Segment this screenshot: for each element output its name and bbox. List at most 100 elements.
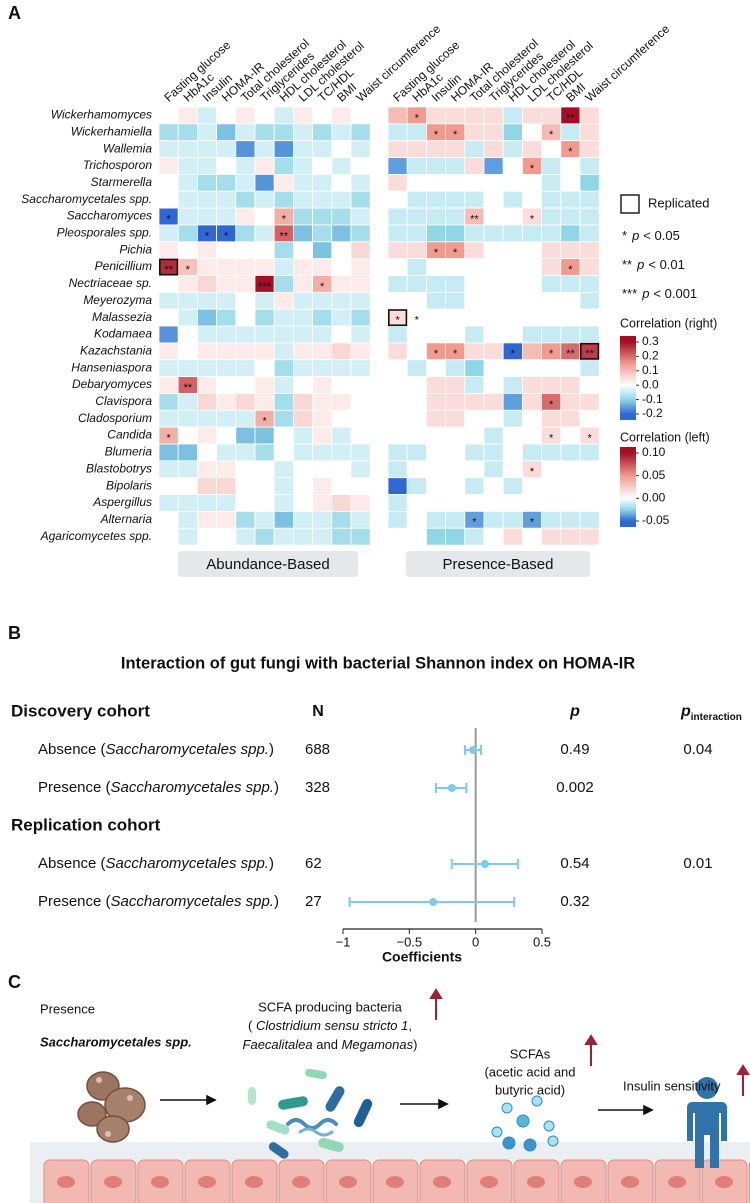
- heatmap-cell: [445, 393, 466, 411]
- heatmap-cell: [579, 275, 600, 293]
- heatmap-cell: [235, 207, 256, 226]
- heatmap-cell: [196, 342, 217, 361]
- x-axis-title: Coefficients: [382, 949, 462, 965]
- heatmap-cell: [254, 224, 275, 243]
- cell-nucleus: [668, 1176, 686, 1188]
- heatmap-cell: [579, 460, 600, 479]
- heatmap-cell: [350, 527, 371, 546]
- heatmap-cell: [177, 443, 198, 462]
- heatmap-cell: [502, 275, 523, 293]
- heatmap-cell: [560, 510, 581, 529]
- heatmap-cell: [387, 426, 408, 445]
- cell-nucleus: [57, 1176, 75, 1188]
- heatmap-cell: [331, 460, 352, 479]
- heatmap-cell: [483, 241, 504, 260]
- colorbar-segment: [620, 517, 636, 520]
- colorbar-segment: [620, 512, 636, 515]
- label-part: ): [413, 1037, 417, 1052]
- diagram-art: [30, 988, 750, 1203]
- heatmap-cell: [406, 376, 427, 394]
- heatmap-cell: [579, 443, 600, 462]
- row-label: Hanseniaspora: [71, 360, 152, 374]
- heatmap-cell: [406, 241, 427, 260]
- significance-label: *: [568, 264, 573, 276]
- group-title: Replication cohort: [11, 815, 161, 834]
- heatmap-cell: [541, 325, 562, 344]
- diagram-label: SCFA producing bacteria: [258, 999, 403, 1014]
- heatmap-cell: [502, 123, 523, 142]
- heatmap-cell: [541, 106, 562, 125]
- heatmap-cell: [158, 527, 179, 546]
- heatmap-cell: [158, 224, 179, 243]
- heatmap-cell: [312, 527, 333, 546]
- heatmap-cell: [254, 258, 275, 276]
- heatmap-cell: [350, 157, 371, 175]
- heatmap-cell: [560, 275, 581, 293]
- heatmap-cell: [425, 224, 446, 243]
- heatmap-cell: [560, 494, 581, 512]
- estimate-point: [469, 746, 478, 754]
- heatmap-cell: [350, 106, 371, 125]
- significance-label: **: [184, 382, 193, 394]
- heatmap-cell: [158, 308, 179, 327]
- heatmap-cell: [464, 106, 485, 125]
- significance-label: *: [549, 432, 554, 444]
- heatmap-cell: [502, 140, 523, 158]
- heatmap-cell: [254, 443, 275, 462]
- heatmap-cell: [502, 308, 523, 327]
- epithelium: [43, 1159, 750, 1203]
- colorbar-tick-label: 0.05: [642, 468, 666, 482]
- heatmap-cell: [292, 409, 313, 428]
- row-label: Wallemia: [103, 141, 152, 155]
- colorbar-segment: [620, 343, 636, 347]
- heatmap-cell: [177, 123, 198, 142]
- label-part: Megamonas: [342, 1037, 414, 1052]
- heatmap-cell: [273, 291, 294, 310]
- heatmap-cell: [406, 477, 427, 495]
- heatmap-cell: [502, 477, 523, 495]
- increase-arrow: [429, 988, 750, 1096]
- legend-threshold: < 0.05: [643, 228, 680, 243]
- heatmap-cell: [387, 494, 408, 512]
- heatmap-cell: [292, 359, 313, 378]
- heatmap-cell: [235, 426, 256, 445]
- heatmap-cell: [254, 173, 275, 192]
- bacteria-icon: [248, 1068, 373, 1159]
- label-part: and: [313, 1037, 342, 1052]
- row-label: Candida: [107, 428, 152, 442]
- heatmap-cell: [464, 494, 485, 512]
- significance-label: *: [434, 129, 439, 141]
- heatmap-cell: [196, 207, 217, 226]
- heatmap-cell: [560, 173, 581, 192]
- label-part: Absence (: [38, 855, 106, 872]
- heatmap-cell: [464, 426, 485, 445]
- colorbar-segment: [620, 387, 636, 390]
- heatmap-cell: [196, 157, 217, 175]
- label-part: Saccharomycetales spp.: [106, 741, 269, 758]
- colorbar-segment: [620, 493, 636, 497]
- heatmap-cell: [158, 157, 179, 175]
- heatmap-cell: [483, 275, 504, 293]
- heatmap-cell: [312, 106, 333, 125]
- significance-label: *: [262, 416, 267, 428]
- legend-stars: ***: [622, 286, 637, 301]
- colorbar-segment: [620, 497, 636, 500]
- heatmap-cell: [216, 241, 237, 260]
- legend-threshold: < 0.01: [648, 257, 685, 272]
- heatmap-cell: [425, 325, 446, 344]
- heatmap-cell: [406, 494, 427, 512]
- heatmap-cell: [331, 443, 352, 462]
- heatmap-cell: [331, 106, 352, 125]
- heatmap-cell: [216, 123, 237, 142]
- heatmap-cell: [425, 275, 446, 293]
- legend-label: ** p < 0.01: [622, 257, 685, 272]
- heatmap-cell: [177, 190, 198, 209]
- heatmap-cell: [406, 173, 427, 192]
- row-label: Meyerozyma: [83, 293, 152, 307]
- label-part: ): [269, 741, 274, 758]
- heatmap-cell: [425, 510, 446, 529]
- colorbar-segment: [620, 414, 636, 420]
- heatmap-cell: [579, 477, 600, 495]
- heatmap-cell: [177, 241, 198, 260]
- footer-label: Presence-Based: [443, 556, 554, 573]
